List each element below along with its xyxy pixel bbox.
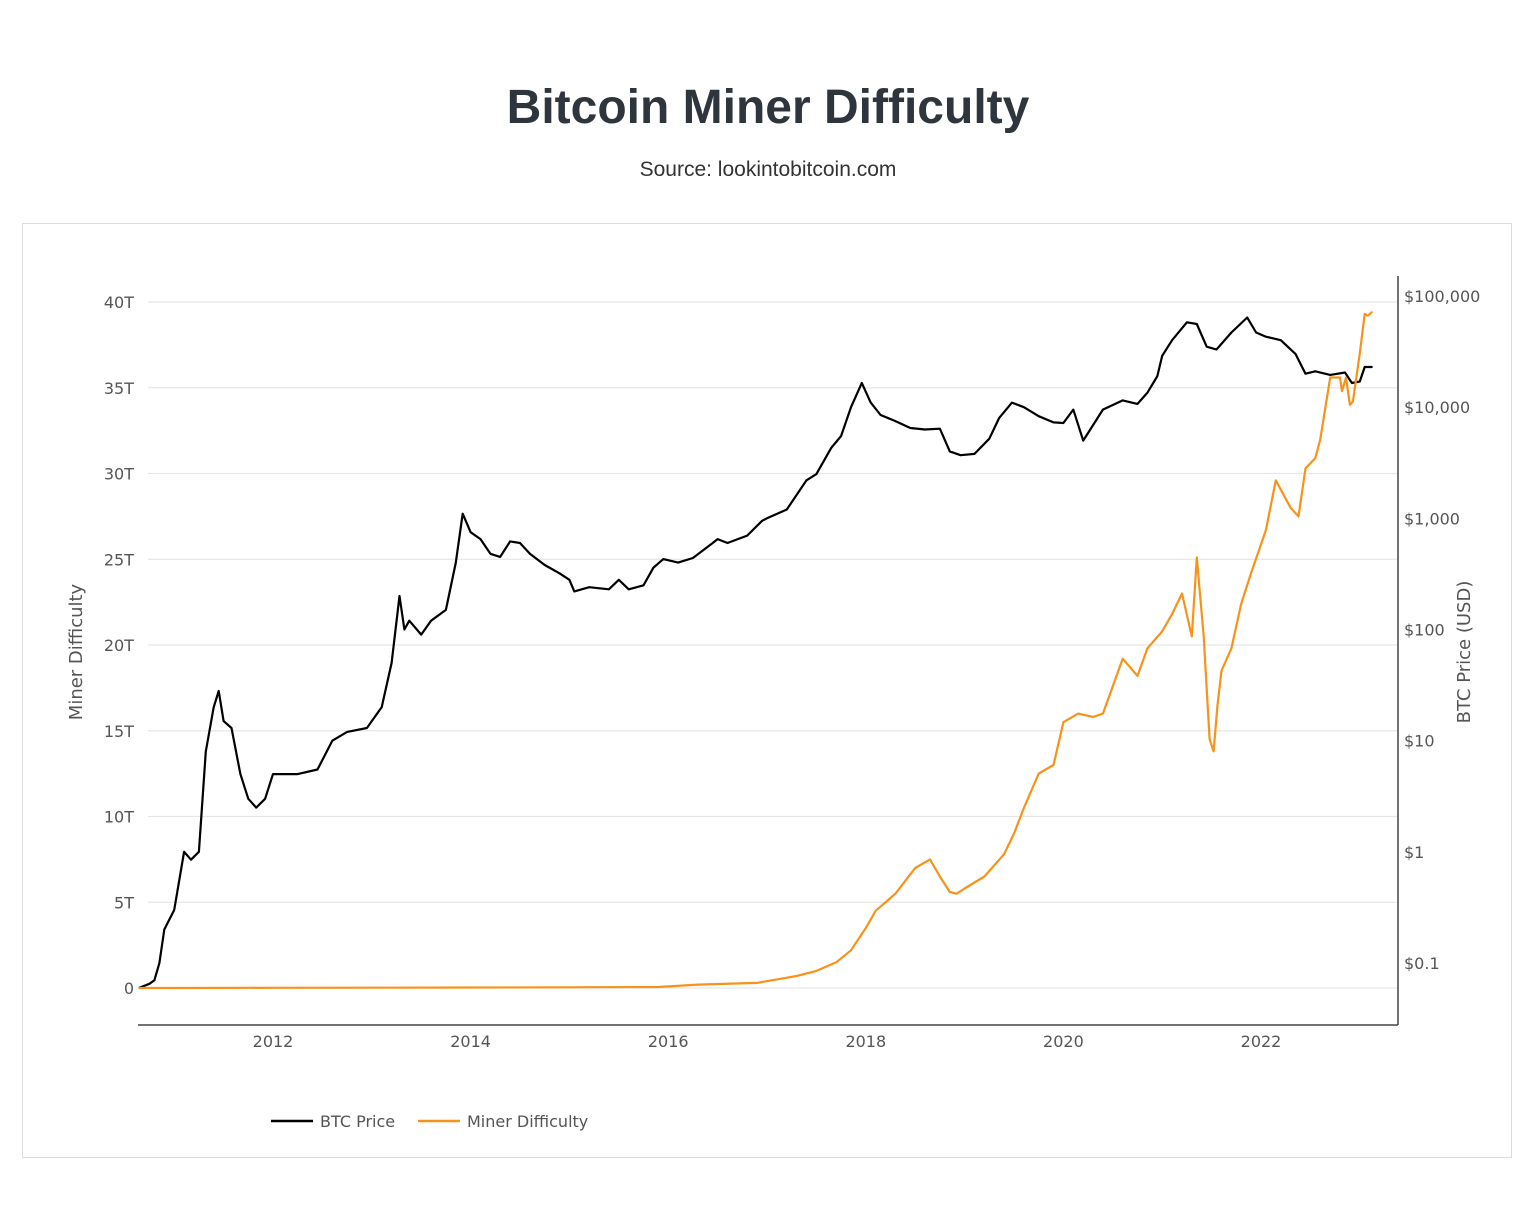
y-right-tick-label: $10: [1404, 732, 1435, 751]
y-left-tick-label: 5T: [114, 893, 134, 912]
y-left-tick-label: 15T: [104, 722, 134, 741]
x-tick-label: 2018: [845, 1032, 886, 1051]
y-left-tick-label: 25T: [104, 550, 134, 569]
legend[interactable]: BTC Price Miner Difficulty: [271, 1112, 588, 1131]
y-left-tick-label: 40T: [104, 293, 134, 312]
y-left-tick-label: 10T: [104, 808, 134, 827]
btc-price-line: [138, 316, 1373, 989]
y-right-tick-label: $1: [1404, 843, 1424, 862]
x-tick-label: 2012: [253, 1032, 294, 1051]
y-left-tick-label: 35T: [104, 379, 134, 398]
y-right-axis-title: BTC Price (USD): [1454, 581, 1475, 724]
miner-difficulty-line: [138, 311, 1373, 990]
legend-label: Miner Difficulty: [467, 1112, 588, 1131]
y-left-tick-label: 30T: [104, 465, 134, 484]
legend-label: BTC Price: [320, 1112, 395, 1131]
chart-frame: [22, 223, 1512, 1158]
chart-subtitle: Source: lookintobitcoin.com: [639, 158, 897, 181]
x-tick-label: 2014: [450, 1032, 491, 1051]
y-right-tick-label: $100: [1404, 621, 1445, 640]
chart-title: Bitcoin Miner Difficulty: [506, 81, 1030, 134]
y-right-tick-label: $1,000: [1404, 509, 1460, 528]
y-left-tick-label: 0: [124, 979, 134, 998]
gridlines: [148, 301, 1398, 989]
axes: 0 5T 10T 15T 20T 25T 30T 35T 40T $0.1 $1 $10 $100 $1,…: [66, 276, 1480, 1051]
y-left-tick-label: 20T: [104, 636, 134, 655]
y-left-axis-title: Miner Difficulty: [66, 583, 87, 720]
y-right-tick-label: $0.1: [1404, 954, 1440, 973]
y-right-tick-label: $10,000: [1404, 398, 1470, 417]
x-tick-label: 2022: [1241, 1032, 1282, 1051]
y-right-tick-label: $100,000: [1404, 287, 1480, 306]
legend-item-btc-price[interactable]: BTC Price: [271, 1112, 395, 1131]
legend-item-miner-difficulty[interactable]: Miner Difficulty: [418, 1112, 588, 1131]
x-tick-label: 2016: [648, 1032, 689, 1051]
x-tick-label: 2020: [1043, 1032, 1084, 1051]
series-lines: [138, 311, 1373, 990]
